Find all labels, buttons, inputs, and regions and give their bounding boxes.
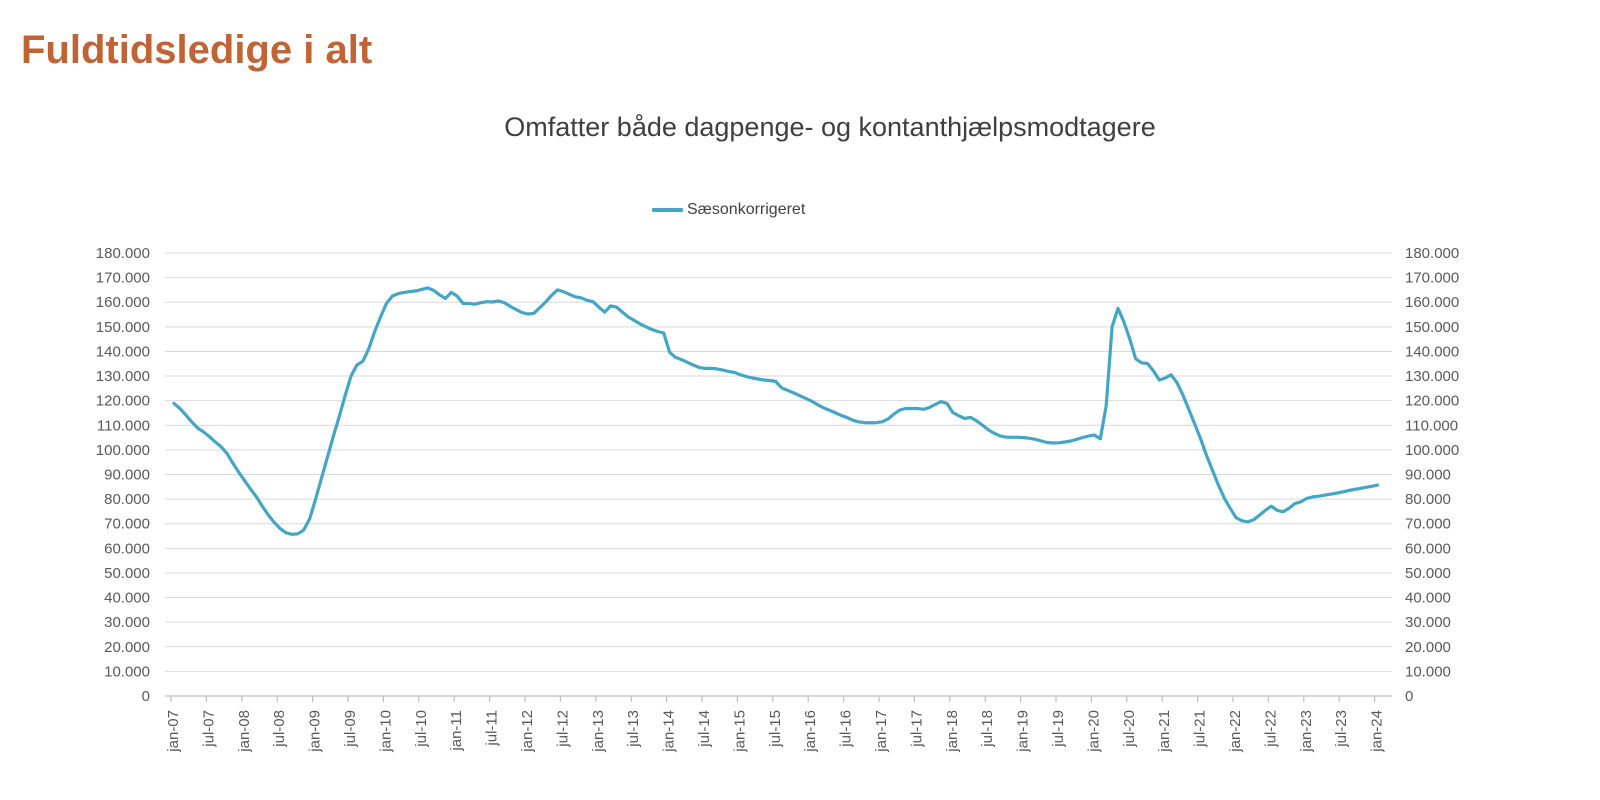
x-axis-label: jul-10 bbox=[413, 710, 430, 748]
y-axis-label-left: 50.000 bbox=[104, 565, 150, 582]
x-axis-label: jan-14 bbox=[661, 710, 678, 753]
x-axis-label: jan-16 bbox=[802, 710, 819, 753]
y-axis-label-right: 30.000 bbox=[1405, 614, 1451, 631]
x-axis-label: jul-22 bbox=[1262, 710, 1279, 748]
series-line-saesonkorrigeret bbox=[172, 286, 1380, 536]
y-axis-label-left: 10.000 bbox=[104, 663, 150, 680]
y-axis-label-left: 80.000 bbox=[104, 491, 150, 508]
y-axis-label-left: 40.000 bbox=[104, 590, 150, 607]
x-axis-label: jan-21 bbox=[1156, 710, 1173, 753]
x-axis-label: jul-16 bbox=[838, 710, 855, 748]
y-axis-label-left: 180.000 bbox=[96, 245, 150, 262]
x-axis-label: jan-22 bbox=[1227, 710, 1244, 753]
x-axis-label: jan-13 bbox=[590, 710, 607, 753]
x-axis-label: jan-12 bbox=[519, 710, 536, 753]
y-axis-label-right: 140.000 bbox=[1405, 343, 1459, 360]
x-axis-label: jul-13 bbox=[625, 710, 642, 748]
x-axis-label: jul-20 bbox=[1121, 710, 1138, 748]
x-axis-label: jul-07 bbox=[200, 710, 217, 748]
x-axis-label: jul-17 bbox=[908, 710, 925, 748]
y-axis-label-left: 30.000 bbox=[104, 614, 150, 631]
x-axis-label: jul-08 bbox=[271, 710, 288, 748]
x-axis-label: jan-23 bbox=[1298, 710, 1315, 753]
y-axis-label-right: 170.000 bbox=[1405, 270, 1459, 287]
y-axis-label-left: 160.000 bbox=[96, 294, 150, 311]
y-axis-label-right: 60.000 bbox=[1405, 540, 1451, 557]
x-axis-label: jul-12 bbox=[554, 710, 571, 748]
y-axis-label-left: 150.000 bbox=[96, 319, 150, 336]
y-axis-label-left: 120.000 bbox=[96, 393, 150, 410]
y-axis-label-right: 20.000 bbox=[1405, 639, 1451, 656]
x-axis-label: jan-07 bbox=[165, 710, 182, 753]
y-axis-label-right: 40.000 bbox=[1405, 590, 1451, 607]
y-axis-label-right: 120.000 bbox=[1405, 393, 1459, 410]
y-axis-label-right: 110.000 bbox=[1405, 417, 1458, 434]
y-axis-label-left: 70.000 bbox=[104, 516, 150, 533]
x-axis-label: jul-18 bbox=[979, 710, 996, 748]
y-axis-label-left: 100.000 bbox=[96, 442, 150, 459]
y-axis-label-left: 60.000 bbox=[104, 540, 150, 557]
y-axis-label-left: 170.000 bbox=[96, 270, 150, 287]
y-axis-label-right: 10.000 bbox=[1405, 663, 1451, 680]
x-axis-label: jan-09 bbox=[307, 710, 324, 753]
legend-line-swatch bbox=[652, 208, 683, 212]
y-axis-label-right: 150.000 bbox=[1405, 319, 1459, 336]
y-axis-label-left: 20.000 bbox=[104, 639, 150, 656]
y-axis-label-right: 130.000 bbox=[1405, 368, 1459, 385]
y-axis-label-right: 160.000 bbox=[1405, 294, 1459, 311]
x-axis-label: jan-11 bbox=[448, 710, 465, 752]
y-axis-label-right: 70.000 bbox=[1405, 516, 1451, 533]
y-axis-label-left: 0 bbox=[142, 688, 150, 705]
legend-series-label: Sæsonkorrigeret bbox=[687, 201, 806, 218]
y-axis-label-right: 100.000 bbox=[1405, 442, 1459, 459]
legend: Sæsonkorrigeret bbox=[652, 199, 805, 221]
x-axis-label: jan-24 bbox=[1369, 710, 1386, 753]
x-axis-label: jan-10 bbox=[377, 710, 394, 753]
x-axis-label: jul-09 bbox=[342, 710, 359, 748]
page-title: Fuldtidsledige i alt bbox=[21, 28, 373, 72]
x-axis-label: jul-11 bbox=[484, 710, 501, 747]
x-axis-label: jan-17 bbox=[873, 710, 890, 753]
x-axis-label: jan-08 bbox=[236, 710, 253, 753]
y-axis-label-right: 0 bbox=[1405, 688, 1413, 705]
y-axis-label-right: 90.000 bbox=[1405, 467, 1451, 484]
x-axis-label: jan-19 bbox=[1015, 710, 1032, 753]
y-axis-label-left: 130.000 bbox=[96, 368, 150, 385]
y-axis-label-right: 80.000 bbox=[1405, 491, 1451, 508]
y-axis-label-left: 90.000 bbox=[104, 467, 150, 484]
x-axis-label: jan-18 bbox=[944, 710, 961, 753]
x-axis-label: jul-23 bbox=[1333, 710, 1350, 748]
chart-title: Omfatter både dagpenge- og kontanthjælps… bbox=[504, 112, 1156, 142]
x-axis-label: jul-15 bbox=[767, 710, 784, 748]
y-axis-label-left: 110.000 bbox=[97, 417, 150, 434]
x-axis-label: jan-15 bbox=[731, 710, 748, 753]
y-axis-label-right: 50.000 bbox=[1405, 565, 1451, 582]
x-axis-label: jul-19 bbox=[1050, 710, 1067, 748]
x-axis-label: jan-20 bbox=[1085, 710, 1102, 753]
x-axis-label: jul-14 bbox=[696, 710, 713, 748]
x-axis-label: jul-21 bbox=[1192, 710, 1209, 748]
y-axis-label-left: 140.000 bbox=[96, 343, 150, 360]
y-axis-label-right: 180.000 bbox=[1405, 245, 1459, 262]
